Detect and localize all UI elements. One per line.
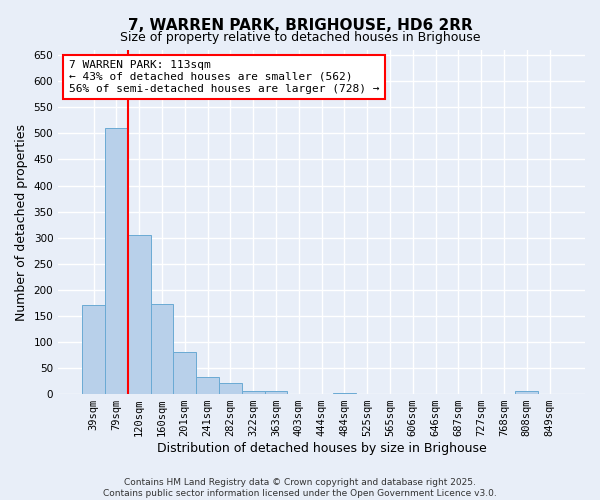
Bar: [105, 128, 128, 394]
Bar: [173, 352, 196, 394]
Y-axis label: Number of detached properties: Number of detached properties: [15, 124, 28, 320]
Bar: [128, 235, 151, 394]
Bar: [333, 392, 356, 394]
X-axis label: Distribution of detached houses by size in Brighouse: Distribution of detached houses by size …: [157, 442, 487, 455]
Bar: [82, 306, 105, 394]
Bar: [242, 392, 265, 394]
Text: 7, WARREN PARK, BRIGHOUSE, HD6 2RR: 7, WARREN PARK, BRIGHOUSE, HD6 2RR: [128, 18, 472, 32]
Bar: [196, 377, 219, 394]
Text: Contains HM Land Registry data © Crown copyright and database right 2025.
Contai: Contains HM Land Registry data © Crown c…: [103, 478, 497, 498]
Bar: [219, 382, 242, 394]
Text: 7 WARREN PARK: 113sqm
← 43% of detached houses are smaller (562)
56% of semi-det: 7 WARREN PARK: 113sqm ← 43% of detached …: [69, 60, 379, 94]
Bar: [151, 304, 173, 394]
Bar: [515, 392, 538, 394]
Text: Size of property relative to detached houses in Brighouse: Size of property relative to detached ho…: [120, 31, 480, 44]
Bar: [265, 391, 287, 394]
